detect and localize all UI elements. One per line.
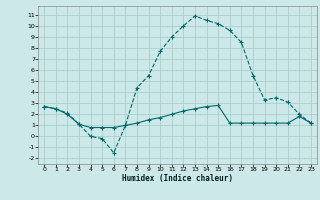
- X-axis label: Humidex (Indice chaleur): Humidex (Indice chaleur): [122, 174, 233, 183]
